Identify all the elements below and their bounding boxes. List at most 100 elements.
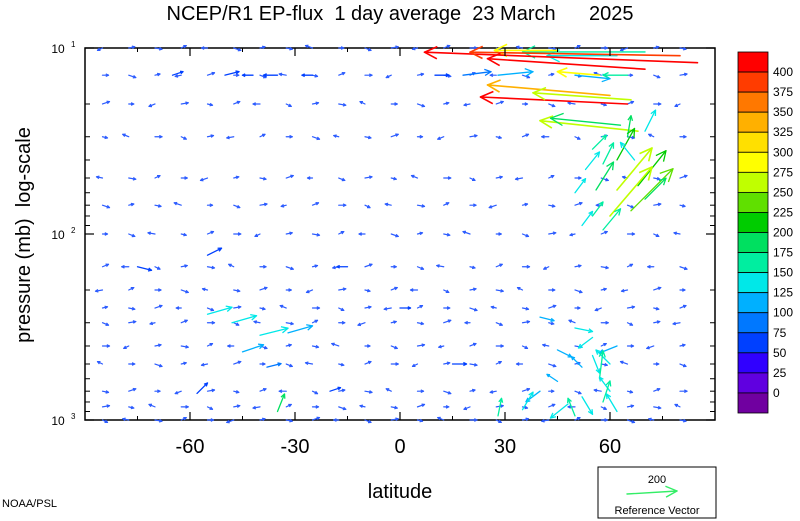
field-vector — [331, 342, 340, 347]
vector-head — [576, 136, 581, 140]
vector-head — [684, 389, 688, 394]
field-vector — [574, 289, 583, 294]
vector-head — [158, 46, 163, 51]
vector-head — [368, 390, 373, 394]
vector-head — [472, 287, 477, 292]
vector-head — [542, 343, 546, 348]
y-tick-label: 10 — [51, 414, 65, 428]
flux-vector — [206, 247, 223, 256]
vector-head — [315, 405, 320, 409]
flux-vector — [574, 178, 587, 194]
vector-head — [367, 135, 372, 140]
vector-head — [252, 405, 257, 410]
vector-head — [498, 397, 504, 403]
flux-vector — [591, 201, 604, 217]
vector-head — [646, 345, 650, 350]
vector-head — [419, 418, 424, 423]
vector-head — [341, 71, 346, 76]
vector-head — [551, 403, 556, 408]
reference-vector-value: 200 — [648, 474, 666, 486]
field-vector — [154, 46, 163, 51]
y-tick-exponent: 3 — [71, 412, 76, 421]
vector-head — [105, 73, 110, 78]
field-vector — [600, 46, 608, 50]
field-vector — [285, 288, 292, 292]
flux-vector — [567, 397, 576, 417]
vector-head — [156, 175, 161, 179]
vector-head — [569, 232, 574, 237]
field-vector — [679, 46, 687, 51]
field-vector — [233, 288, 241, 293]
vector-head — [237, 47, 242, 52]
vector-head — [473, 203, 477, 208]
flux-vector — [549, 403, 569, 419]
vector-head — [341, 320, 346, 325]
field-vector — [154, 304, 163, 309]
vector-head — [225, 305, 233, 312]
vector-head — [158, 418, 163, 423]
vector-head — [657, 286, 662, 291]
vector-shaft — [546, 373, 559, 383]
field-vector — [542, 343, 550, 348]
field-vector — [154, 389, 161, 394]
vector-head — [200, 46, 205, 50]
vector-head — [683, 72, 688, 77]
vector-head — [463, 406, 468, 411]
vector-shaft — [619, 141, 636, 161]
vector-head — [106, 344, 111, 348]
vector-head — [595, 368, 601, 374]
vector-head — [421, 343, 426, 348]
flux-vector — [497, 68, 534, 77]
field-vector — [311, 319, 319, 324]
colorbar-label: 375 — [773, 85, 793, 99]
colorbar: 4003753503253002752502252001751501251007… — [737, 51, 793, 414]
field-vector — [619, 47, 629, 52]
field-vector — [548, 103, 556, 108]
vector-head — [263, 264, 267, 269]
vector-head — [419, 305, 424, 309]
field-vector — [411, 363, 419, 368]
vector-head — [250, 314, 258, 321]
field-vector — [357, 322, 366, 327]
vector-shaft — [602, 380, 611, 403]
field-vector — [490, 305, 497, 310]
field-vector — [259, 202, 268, 207]
vector-shaft — [486, 84, 611, 97]
vector-head — [484, 68, 492, 77]
field-vector — [206, 342, 214, 347]
field-vector — [173, 201, 182, 206]
field-vector — [600, 287, 607, 292]
vector-head — [277, 362, 282, 367]
plot-area: -60 -30 0 30 60 10 1 10 2 10 3 — [51, 40, 716, 458]
field-vector — [646, 345, 655, 350]
vector-head — [395, 233, 399, 238]
flux-vector — [605, 393, 618, 413]
vector-head — [587, 409, 594, 415]
vector-head — [394, 286, 398, 291]
field-vector — [469, 388, 476, 393]
vector-head — [473, 307, 478, 312]
vector-head — [226, 419, 230, 424]
field-vector — [495, 361, 502, 365]
field-vector — [574, 264, 582, 268]
vector-head — [619, 360, 624, 365]
vector-head — [315, 101, 320, 106]
field-vector — [385, 74, 392, 79]
vector-shaft — [644, 177, 667, 200]
vector-head — [159, 134, 163, 139]
vector-head — [105, 263, 110, 267]
vector-head — [357, 322, 362, 327]
vector-head — [524, 345, 529, 349]
field-vector — [364, 288, 371, 293]
field-vector — [311, 416, 321, 421]
field-vector — [233, 360, 242, 365]
vector-shaft — [598, 350, 604, 380]
colorbar-label: 175 — [773, 246, 793, 260]
field-vector — [495, 232, 502, 236]
vector-head — [261, 133, 266, 138]
vector-head — [598, 350, 606, 358]
field-vector — [233, 390, 240, 394]
vector-head — [366, 204, 371, 209]
field-vector — [443, 176, 452, 180]
field-vector — [174, 74, 182, 78]
